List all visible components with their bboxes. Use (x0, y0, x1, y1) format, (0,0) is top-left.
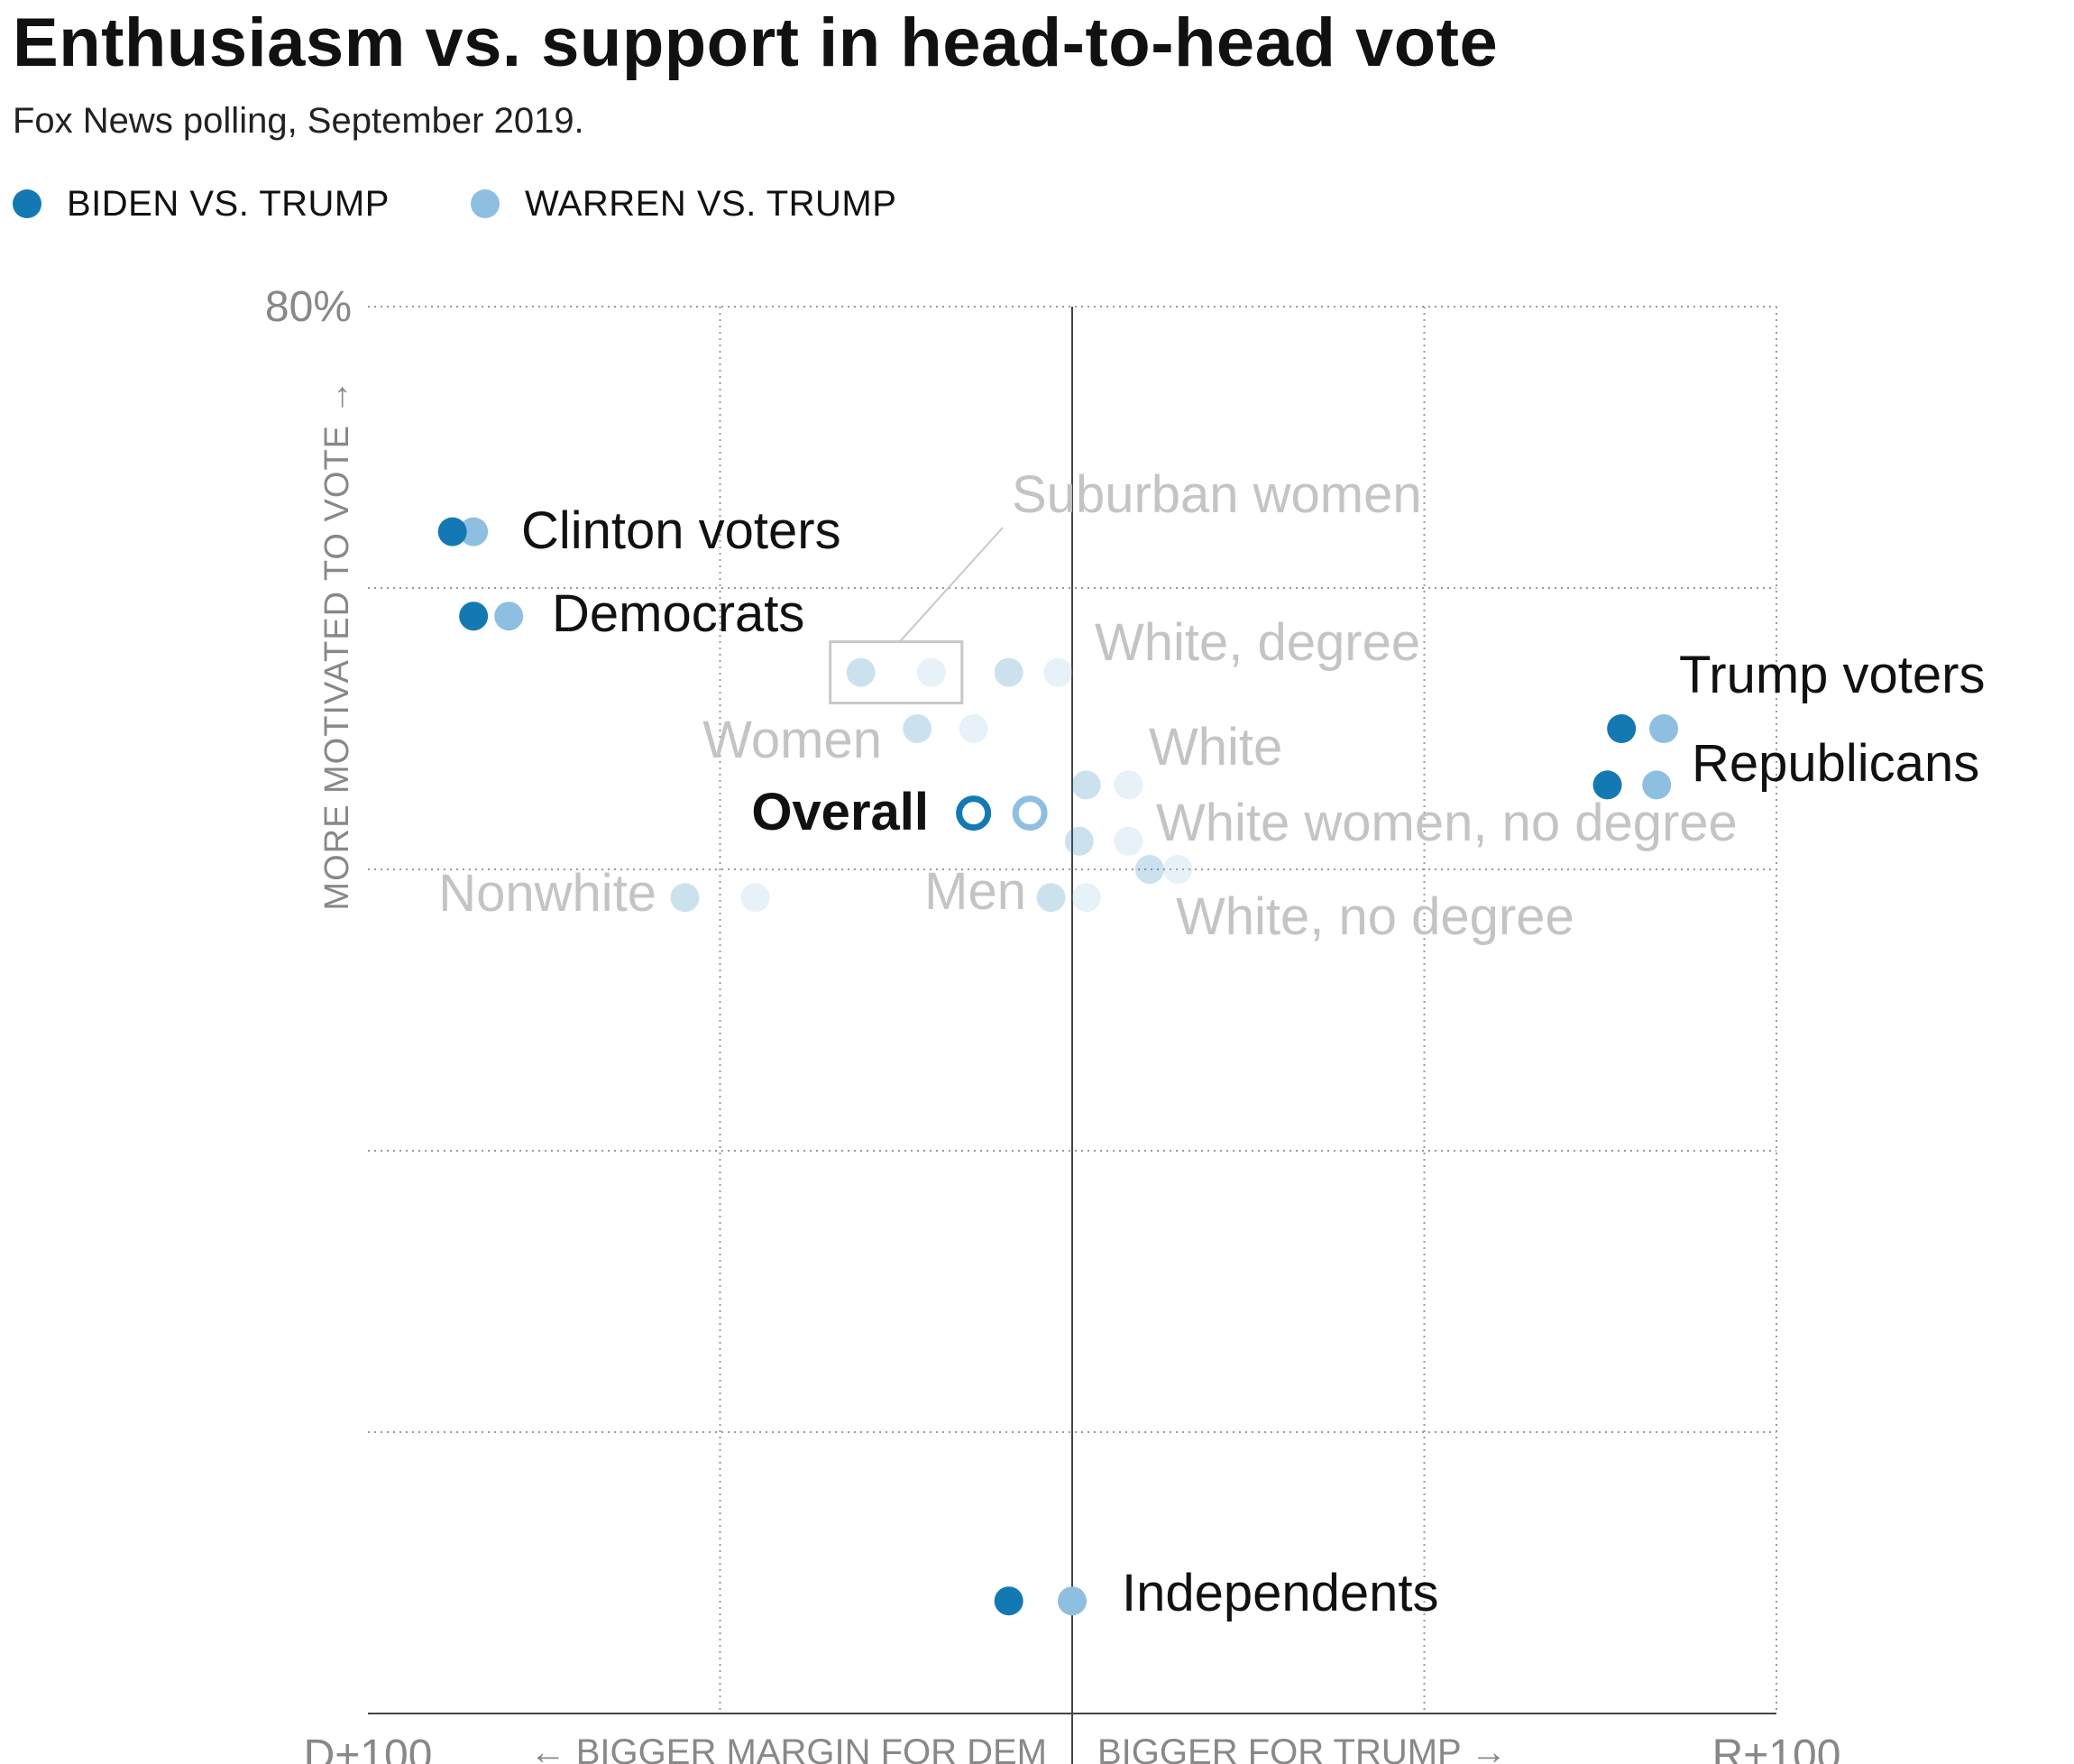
point-label-white-degree: White, degree (1095, 613, 1420, 672)
y-tick-label: 80% (265, 283, 352, 331)
point-biden-white-women-no-degree (1064, 826, 1094, 856)
chart-title: Enthusiasm vs. support in head-to-head v… (13, 5, 1499, 81)
point-biden-men (1036, 883, 1066, 913)
point-biden-women (903, 714, 932, 743)
x-axis-label-left: ← BIGGER MARGIN FOR DEM (530, 1732, 1047, 1764)
point-biden-clinton-voters (437, 517, 467, 547)
point-warren-men (1071, 883, 1101, 913)
callout-box-suburban-women (829, 640, 964, 705)
point-biden-nonwhite (670, 883, 700, 913)
point-warren-overall (1012, 795, 1048, 831)
legend-dot-warren (470, 189, 500, 218)
point-warren-republicans (1642, 770, 1672, 800)
point-label-white: White (1149, 718, 1282, 776)
point-biden-independents (994, 1586, 1023, 1616)
point-biden-suburban-women (846, 657, 876, 687)
point-label-democrats: Democrats (552, 584, 804, 643)
point-biden-democrats (459, 602, 489, 631)
point-label-suburban-women: Suburban women (1012, 465, 1422, 524)
point-warren-women (959, 714, 988, 743)
point-label-trump-voters: Trump voters (1679, 646, 1985, 704)
point-warren-suburban-women (916, 657, 946, 687)
point-warren-democrats (494, 602, 524, 631)
callout-line-suburban-women (899, 527, 1004, 643)
point-label-men: Men (924, 862, 1026, 921)
point-label-clinton-voters: Clinton voters (521, 501, 841, 560)
point-label-overall: Overall (751, 783, 929, 841)
point-biden-trump-voters (1607, 714, 1637, 743)
point-label-republicans: Republicans (1692, 734, 1979, 793)
point-warren-trump-voters (1649, 714, 1679, 743)
legend-label-biden: BIDEN VS. TRUMP (67, 183, 390, 224)
legend-label-warren: WARREN VS. TRUMP (524, 183, 897, 224)
legend: BIDEN VS. TRUMP WARREN VS. TRUMP (13, 177, 977, 231)
point-label-white-no-degree: White, no degree (1176, 887, 1574, 946)
point-biden-white-degree (994, 657, 1023, 687)
x-axis-label-right: BIGGER FOR TRUMP → (1097, 1732, 1507, 1764)
point-biden-white (1071, 770, 1101, 800)
y-axis-label: MORE MOTIVATED TO VOTE → (318, 379, 356, 910)
x-tick-label-right: R+100 (1712, 1732, 1841, 1764)
point-warren-clinton-voters (459, 517, 489, 547)
point-warren-nonwhite (740, 883, 770, 913)
legend-item-warren: WARREN VS. TRUMP (470, 183, 897, 225)
point-warren-white-women-no-degree (1114, 826, 1143, 856)
point-biden-overall (956, 795, 992, 831)
point-warren-white-degree (1043, 657, 1073, 687)
x-tick-label-left: D+100 (304, 1732, 433, 1764)
point-label-women: Women (702, 711, 882, 769)
point-warren-independents (1058, 1586, 1087, 1616)
point-warren-white (1114, 770, 1143, 800)
legend-dot-biden (13, 189, 41, 218)
point-biden-white-no-degree (1134, 855, 1164, 884)
point-label-independents: Independents (1122, 1564, 1439, 1622)
point-label-white-women-no-degree: White women, no degree (1156, 794, 1738, 852)
chart-subtitle: Fox News polling, September 2019. (13, 101, 584, 141)
point-label-nonwhite: Nonwhite (438, 864, 656, 923)
point-warren-white-no-degree (1163, 855, 1193, 884)
point-biden-republicans (1592, 770, 1622, 800)
legend-item-biden: BIDEN VS. TRUMP (13, 184, 390, 225)
